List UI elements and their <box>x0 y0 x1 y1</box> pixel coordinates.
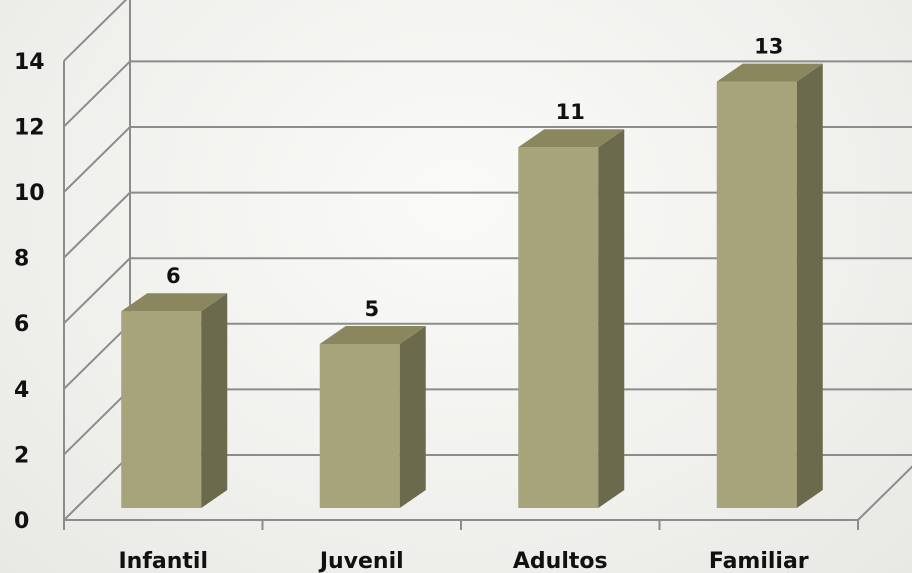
y-tick-label: 10 <box>14 181 45 206</box>
y-tick-label: 8 <box>14 247 29 272</box>
bar <box>121 293 228 508</box>
bar-front <box>716 81 797 508</box>
gridline <box>63 0 128 62</box>
x-category-label: Infantil <box>118 549 208 573</box>
y-tick-label: 6 <box>14 312 29 337</box>
x-category-label: Juvenil <box>318 549 404 573</box>
bar-side <box>201 293 228 508</box>
bar-side <box>598 129 625 508</box>
x-category-label: Adultos <box>513 549 608 573</box>
bar-top <box>319 326 426 344</box>
data-label: 5 <box>364 297 379 321</box>
x-category-label: Familiar <box>709 549 809 573</box>
data-label: 6 <box>166 264 181 288</box>
bar-side <box>796 63 823 508</box>
bar-front <box>319 344 400 508</box>
y-tick-label: 14 <box>14 50 45 75</box>
y-tick-label: 2 <box>14 443 29 468</box>
bar-front <box>121 311 202 508</box>
bar <box>518 129 625 508</box>
data-label: 11 <box>556 100 585 124</box>
y-tick-label: 12 <box>14 115 45 140</box>
data-label: 13 <box>754 35 783 59</box>
y-tick-label: 4 <box>14 378 29 403</box>
bar-top <box>716 63 823 82</box>
bar <box>716 63 823 508</box>
bar-top <box>121 293 228 312</box>
bar-front <box>518 147 599 508</box>
bar <box>319 326 426 508</box>
y-tick-label: 0 <box>14 509 29 534</box>
bar-side <box>399 326 426 508</box>
bar-top <box>518 129 625 148</box>
